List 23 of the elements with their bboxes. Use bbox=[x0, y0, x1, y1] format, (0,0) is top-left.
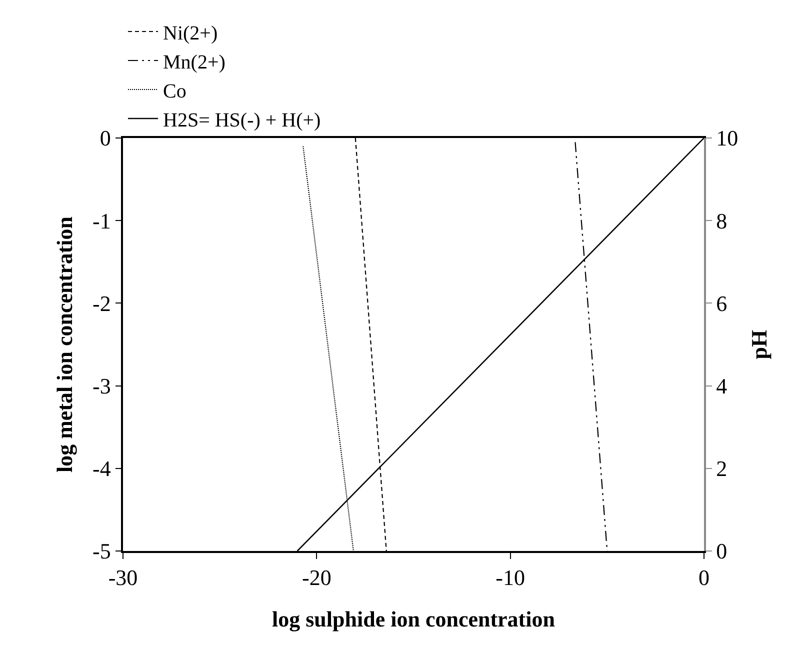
y-axis-title: log metal ion concentration bbox=[52, 216, 77, 473]
x-tick-label: -10 bbox=[496, 565, 525, 590]
y-tick-label: -3 bbox=[92, 374, 111, 398]
legend-label: Mn(2+) bbox=[163, 51, 226, 74]
y2-axis-title: pH bbox=[746, 330, 772, 360]
y-tick-label: -1 bbox=[92, 208, 111, 234]
y-tick-label: -4 bbox=[92, 456, 111, 482]
y2-tick-label: 6 bbox=[716, 290, 728, 316]
y-tick-label: -2 bbox=[92, 290, 111, 316]
y2-tick-label: 10 bbox=[716, 126, 738, 151]
legend-label: H2S= HS(-) + H(+) bbox=[163, 109, 321, 132]
x-axis-title: log sulphide ion concentration bbox=[272, 606, 555, 632]
y2-tick-label: 8 bbox=[716, 208, 728, 234]
y-tick-label: 0 bbox=[100, 126, 111, 151]
y2-tick-label: 0 bbox=[716, 538, 728, 564]
x-tick-label: 0 bbox=[698, 565, 710, 590]
legend-label: Ni(2+) bbox=[163, 22, 218, 44]
y-tick-label: -5 bbox=[92, 538, 111, 564]
x-tick-label: -30 bbox=[108, 565, 138, 590]
y2-tick-label: 4 bbox=[716, 374, 728, 398]
legend-label: Co bbox=[163, 80, 186, 102]
y2-tick-label: 2 bbox=[716, 456, 728, 482]
x-tick-label: -20 bbox=[302, 565, 332, 590]
